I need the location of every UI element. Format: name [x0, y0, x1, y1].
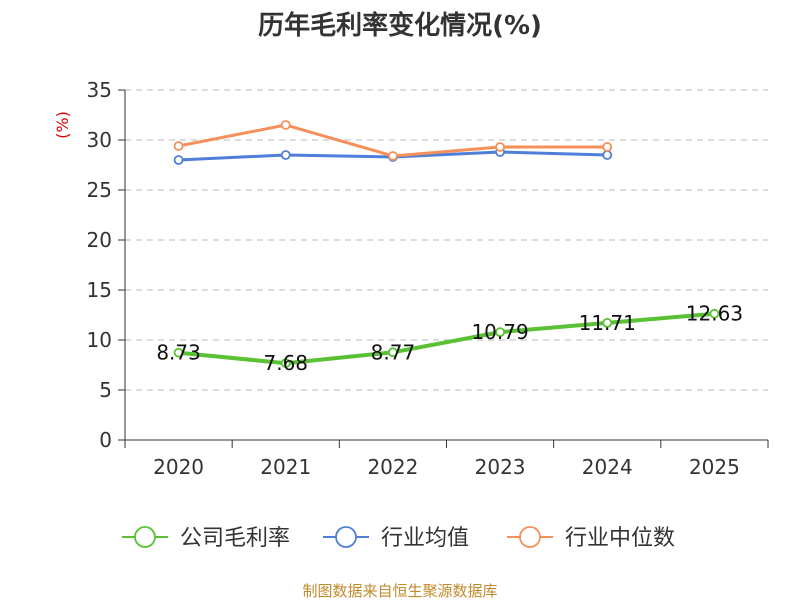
x-tick-label-2024: 2024	[582, 455, 633, 479]
data-label-2021: 7.68	[263, 351, 308, 375]
series-2-point-2024	[602, 142, 613, 152]
legend-label-0: 公司毛利率	[180, 526, 290, 551]
x-tick-label-2020: 2020	[153, 455, 204, 479]
data-label-2023: 10.79	[471, 320, 528, 344]
series-1-point-2024	[602, 150, 613, 160]
series-0-point-2024	[602, 317, 613, 328]
y-tick-label-35: 35	[87, 78, 112, 102]
series-2-point-2020	[173, 141, 184, 151]
x-tick-label-2021: 2021	[260, 455, 311, 479]
x-tick-label-2023: 2023	[475, 455, 526, 479]
y-tick-label-25: 25	[87, 178, 112, 202]
chart-title: 历年毛利率变化情况(%)	[258, 10, 542, 41]
legend: 公司毛利率 行业均值 行业中位数	[122, 526, 675, 551]
source-note: 制图数据来自恒生聚源数据库	[302, 582, 497, 600]
data-labels: 8.73 7.68 8.77 10.79 11.71 12.63	[156, 302, 743, 376]
series-2-point-2023	[495, 142, 505, 152]
y-tick-label-10: 10	[87, 328, 112, 352]
legend-marker-1	[335, 526, 357, 548]
series-0-point-2025	[709, 308, 720, 319]
legend-label-2: 行业中位数	[565, 526, 675, 551]
y-tick-label-20: 20	[87, 228, 112, 252]
series-lines	[173, 120, 720, 369]
series-1-point-2021	[280, 150, 291, 160]
data-label-2025: 12.63	[686, 302, 743, 326]
y-tick-label-0: 0	[99, 428, 112, 452]
series-line-0	[176, 311, 717, 366]
series-2-point-2022	[388, 151, 398, 161]
data-label-2020: 8.73	[156, 341, 201, 365]
x-tick-label-2022: 2022	[367, 455, 418, 479]
data-label-2024: 11.71	[579, 311, 636, 335]
y-tick-label-5: 5	[99, 378, 112, 402]
grid-lines	[125, 89, 768, 391]
y-axis-unit: (%)	[53, 111, 72, 139]
y-tick-label-15: 15	[87, 278, 112, 302]
series-0-point-2020	[173, 347, 184, 358]
legend-label-1: 行业均值	[381, 526, 469, 551]
x-tick-label-2025: 2025	[689, 455, 740, 479]
data-label-2022: 8.77	[371, 340, 416, 364]
series-0-point-2022	[388, 347, 398, 358]
series-0-point-2023	[495, 327, 505, 338]
legend-marker-2	[519, 526, 541, 548]
y-tick-label-30: 30	[87, 128, 112, 152]
series-0-point-2021	[280, 358, 291, 369]
legend-marker-0	[134, 526, 156, 548]
series-2-point-2021	[280, 120, 291, 130]
series-1-point-2020	[173, 155, 184, 165]
